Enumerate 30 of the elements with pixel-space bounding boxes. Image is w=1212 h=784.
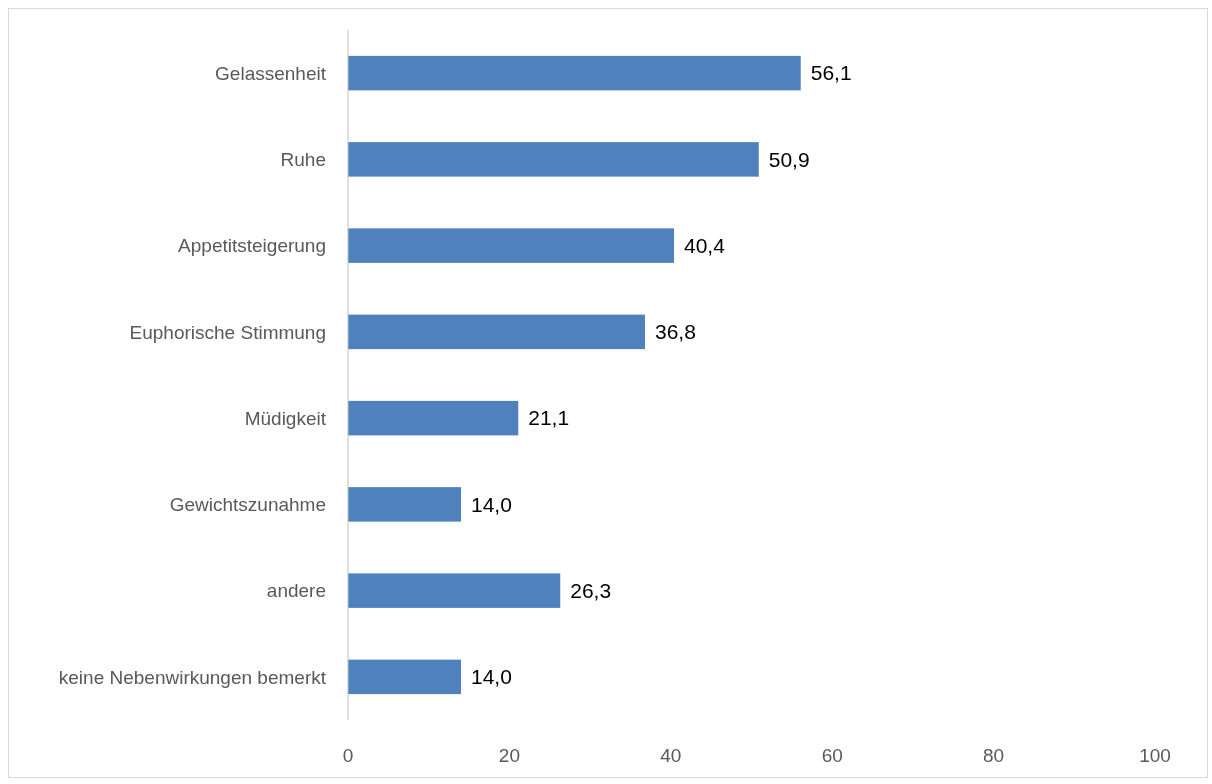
bar xyxy=(348,55,801,91)
x-tick-label: 60 xyxy=(821,744,843,766)
y-tick-label: Appetitsteigerung xyxy=(178,235,326,257)
data-label: 40,4 xyxy=(684,233,726,257)
data-label: 50,9 xyxy=(768,147,810,171)
x-tick-label: 0 xyxy=(342,744,354,766)
data-label: 14,0 xyxy=(470,492,512,516)
bar xyxy=(348,228,675,263)
data-label: 26,3 xyxy=(570,578,612,602)
y-tick-label: Ruhe xyxy=(280,149,326,171)
x-tick-label: 20 xyxy=(498,744,520,766)
bar xyxy=(348,487,461,522)
y-tick-label: Gelassenheit xyxy=(215,62,327,84)
y-tick-label: Gewichtszunahme xyxy=(169,494,326,516)
y-tick-label: keine Nebenwirkungen bemerkt xyxy=(58,666,327,688)
bar xyxy=(348,314,645,350)
data-label: 21,1 xyxy=(528,406,570,430)
data-label: 36,8 xyxy=(654,320,696,344)
y-tick-label: andere xyxy=(266,580,326,602)
bar xyxy=(348,400,519,436)
data-label: 14,0 xyxy=(470,665,512,689)
x-tick-label: 100 xyxy=(1139,744,1171,766)
y-tick-label: Euphorische Stimmung xyxy=(129,321,326,343)
bar xyxy=(348,573,561,608)
bar xyxy=(348,142,759,177)
y-tick-label: Müdigkeit xyxy=(244,407,327,429)
data-label: 56,1 xyxy=(810,61,852,85)
bar xyxy=(348,659,461,695)
x-tick-label: 80 xyxy=(983,744,1005,766)
x-tick-label: 40 xyxy=(660,744,682,766)
